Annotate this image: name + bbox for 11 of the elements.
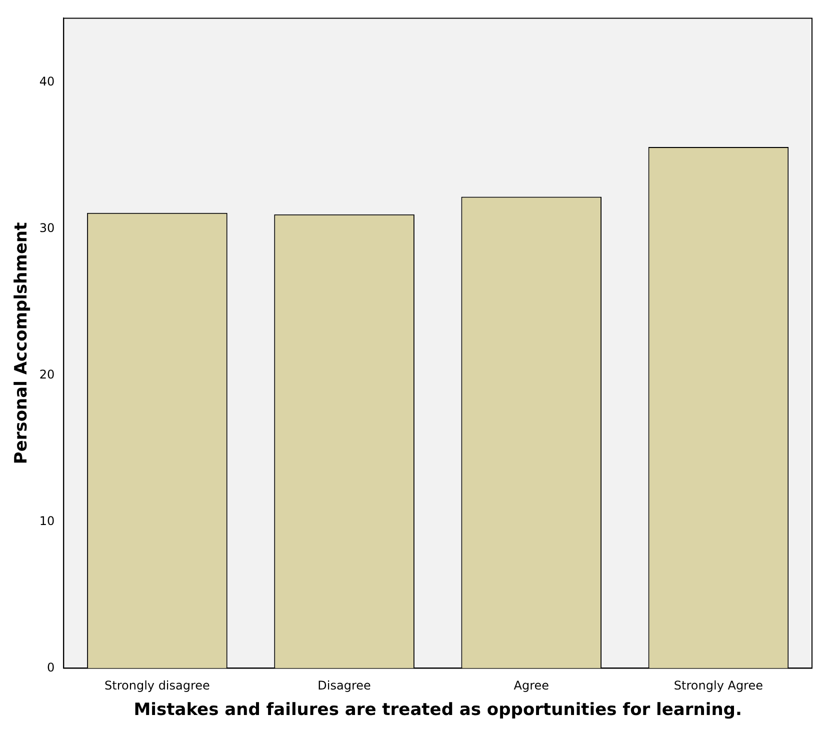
x-axis-title: Mistakes and failures are treated as opportunities for learning. [134,700,742,720]
y-tick-label: 0 [47,660,55,674]
y-tick-label: 40 [39,74,55,89]
x-tick-label: Agree [514,678,550,693]
y-axis-title: Personal Accomplshment [12,222,32,464]
x-tick-label: Strongly disagree [104,678,210,693]
y-tick-label: 10 [39,514,55,528]
y-tick-label: 30 [39,221,55,236]
x-tick-label: Disagree [318,678,371,693]
x-tick-label: Strongly Agree [674,678,763,693]
y-tick-label: 20 [39,368,55,382]
